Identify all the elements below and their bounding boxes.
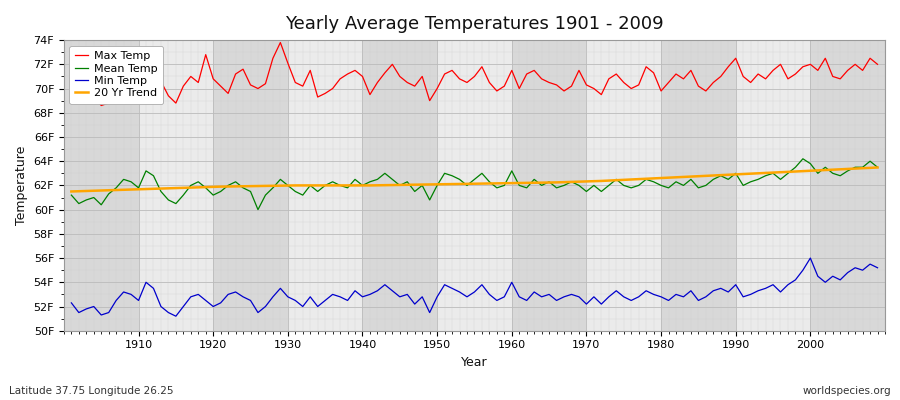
Line: Min Temp: Min Temp — [71, 258, 878, 316]
Max Temp — [95, 103, 106, 108]
20 Yr Trend — [507, 181, 517, 186]
Max Temp — [305, 68, 316, 73]
Max Temp — [611, 72, 622, 76]
Bar — [437, 40, 512, 331]
Min Temp — [297, 304, 308, 309]
Title: Yearly Average Temperatures 1901 - 2009: Yearly Average Temperatures 1901 - 2009 — [285, 15, 664, 33]
Y-axis label: Temperature: Temperature — [15, 146, 28, 225]
Bar — [885, 40, 900, 331]
Bar — [810, 40, 885, 331]
Bar — [587, 40, 662, 331]
Line: 20 Yr Trend: 20 Yr Trend — [71, 168, 878, 192]
Min Temp — [603, 294, 614, 299]
Min Temp — [805, 256, 815, 260]
Min Temp — [66, 300, 77, 305]
Bar — [288, 40, 363, 331]
Mean Temp — [797, 156, 808, 161]
X-axis label: Year: Year — [461, 356, 488, 369]
Legend: Max Temp, Mean Temp, Min Temp, 20 Yr Trend: Max Temp, Mean Temp, Min Temp, 20 Yr Tre… — [69, 46, 163, 104]
20 Yr Trend — [499, 181, 509, 186]
Mean Temp — [872, 165, 883, 170]
Bar — [213, 40, 288, 331]
Text: worldspecies.org: worldspecies.org — [803, 386, 891, 396]
Min Temp — [872, 265, 883, 270]
Mean Temp — [507, 168, 517, 173]
Line: Mean Temp: Mean Temp — [71, 159, 878, 210]
Text: Latitude 37.75 Longitude 26.25: Latitude 37.75 Longitude 26.25 — [9, 386, 174, 396]
Mean Temp — [66, 193, 77, 198]
Max Temp — [133, 79, 144, 84]
Bar — [363, 40, 437, 331]
20 Yr Trend — [872, 165, 883, 170]
Mean Temp — [514, 183, 525, 188]
Max Temp — [275, 40, 286, 45]
Max Temp — [514, 86, 525, 91]
Mean Temp — [603, 183, 614, 188]
20 Yr Trend — [66, 189, 77, 194]
Max Temp — [872, 62, 883, 67]
Bar — [512, 40, 587, 331]
Bar — [139, 40, 213, 331]
Mean Temp — [297, 193, 308, 198]
Line: Max Temp: Max Temp — [71, 42, 878, 106]
Mean Temp — [342, 186, 353, 190]
20 Yr Trend — [596, 178, 607, 183]
Mean Temp — [126, 179, 137, 184]
Max Temp — [349, 68, 360, 73]
Min Temp — [170, 314, 181, 318]
Mean Temp — [253, 207, 264, 212]
20 Yr Trend — [335, 183, 346, 188]
Bar — [735, 40, 810, 331]
20 Yr Trend — [290, 183, 301, 188]
Min Temp — [342, 298, 353, 303]
Max Temp — [66, 81, 77, 86]
Bar — [662, 40, 735, 331]
Min Temp — [126, 292, 137, 297]
Bar — [64, 40, 139, 331]
20 Yr Trend — [126, 187, 137, 192]
Min Temp — [514, 294, 525, 299]
Min Temp — [507, 280, 517, 285]
Max Temp — [521, 72, 532, 76]
